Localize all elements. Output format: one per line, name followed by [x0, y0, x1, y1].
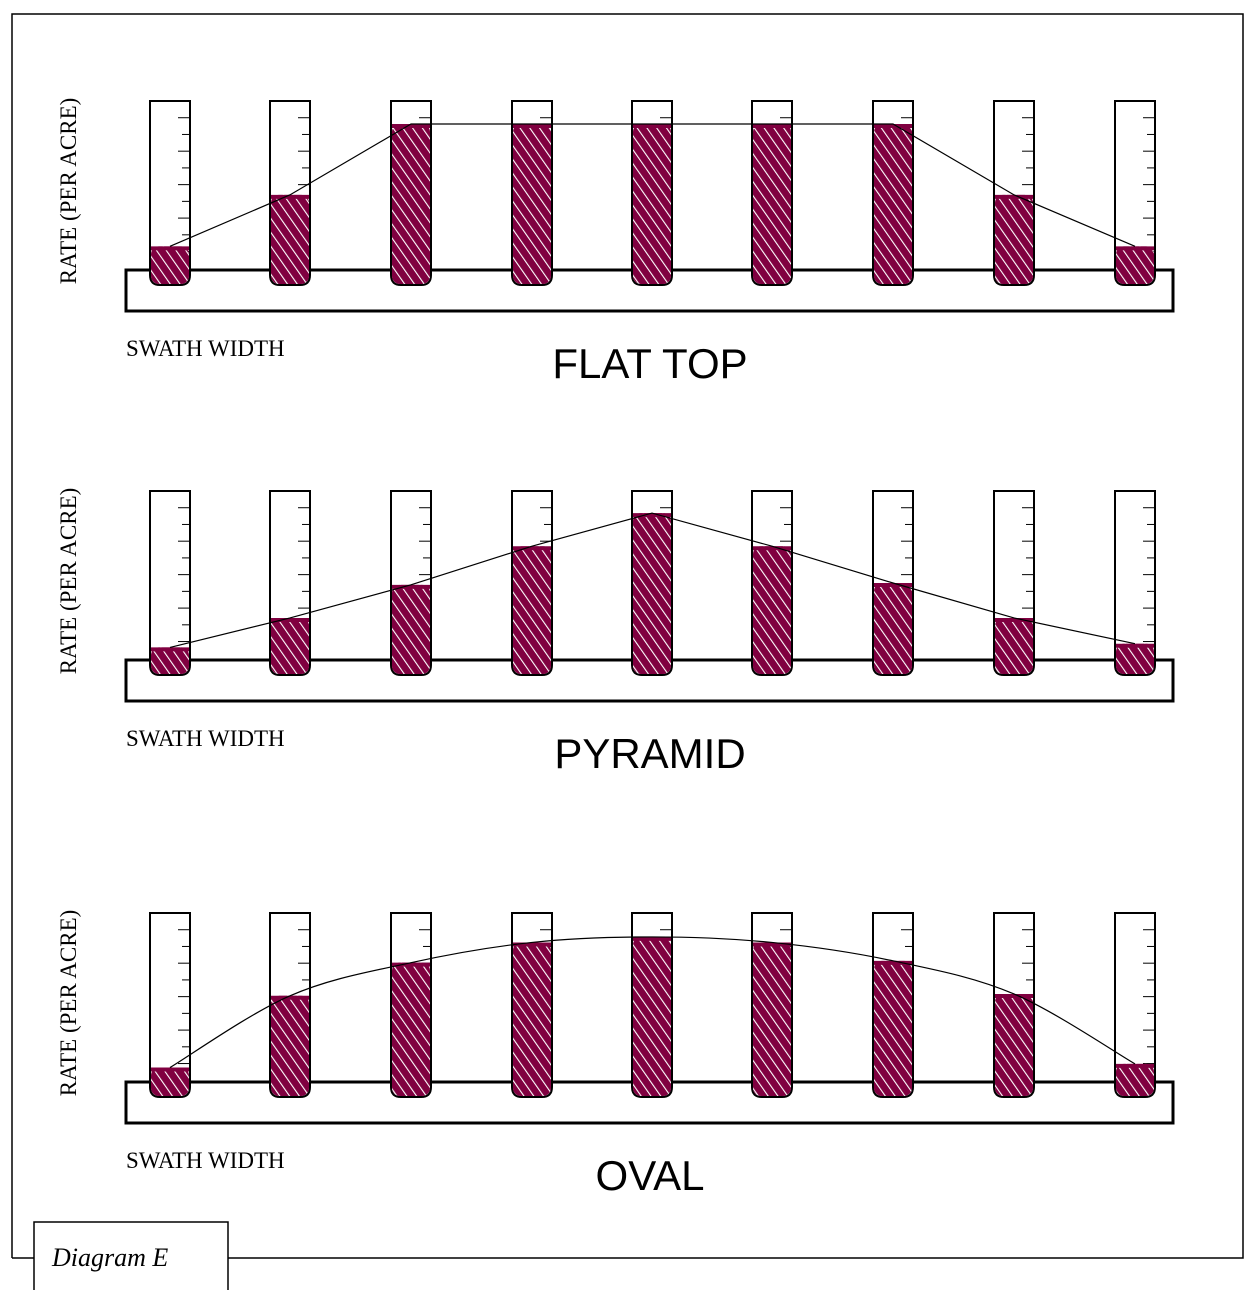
chart: RATE (PER ACRE) SWATH WIDTH OVAL	[56, 910, 1173, 1199]
fill-level	[1116, 246, 1154, 284]
chart-title: FLAT TOP	[552, 340, 747, 387]
y-axis-label: RATE (PER ACRE)	[56, 910, 81, 1097]
diagram-page: Diagram E RATE (PER ACRE) SWATH WIDTH FLAT…	[0, 0, 1254, 1290]
x-axis-label: SWATH WIDTH	[126, 726, 285, 751]
chart: RATE (PER ACRE) SWATH WIDTH FLAT TOP	[56, 98, 1173, 387]
fill-level	[513, 546, 551, 674]
fill-level	[633, 513, 671, 674]
fill-level	[995, 618, 1033, 674]
fill-level	[874, 961, 912, 1096]
fill-level	[513, 124, 551, 284]
fill-level	[151, 246, 189, 284]
fill-level	[633, 937, 671, 1096]
chart: RATE (PER ACRE) SWATH WIDTH PYRAMID	[56, 488, 1173, 777]
fill-level	[995, 994, 1033, 1096]
chart-title: OVAL	[596, 1152, 705, 1199]
fill-level	[271, 195, 309, 284]
fill-level	[151, 1068, 189, 1096]
fill-level	[874, 124, 912, 284]
fill-level	[392, 124, 430, 284]
fill-level	[513, 942, 551, 1096]
fill-level	[271, 618, 309, 674]
fill-level	[633, 124, 671, 284]
chart-title: PYRAMID	[554, 730, 745, 777]
fill-level	[753, 124, 791, 284]
fill-level	[874, 583, 912, 674]
fill-level	[753, 546, 791, 674]
fill-level	[753, 942, 791, 1096]
fill-level	[1116, 644, 1154, 674]
x-axis-label: SWATH WIDTH	[126, 1148, 285, 1173]
caption: Diagram E	[51, 1243, 168, 1272]
fill-level	[1116, 1064, 1154, 1096]
y-axis-label: RATE (PER ACRE)	[56, 98, 81, 285]
page-border	[12, 14, 1243, 1258]
fill-level	[392, 585, 430, 674]
fill-level	[271, 996, 309, 1096]
fill-level	[995, 195, 1033, 284]
x-axis-label: SWATH WIDTH	[126, 336, 285, 361]
y-axis-label: RATE (PER ACRE)	[56, 488, 81, 675]
fill-level	[392, 963, 430, 1096]
